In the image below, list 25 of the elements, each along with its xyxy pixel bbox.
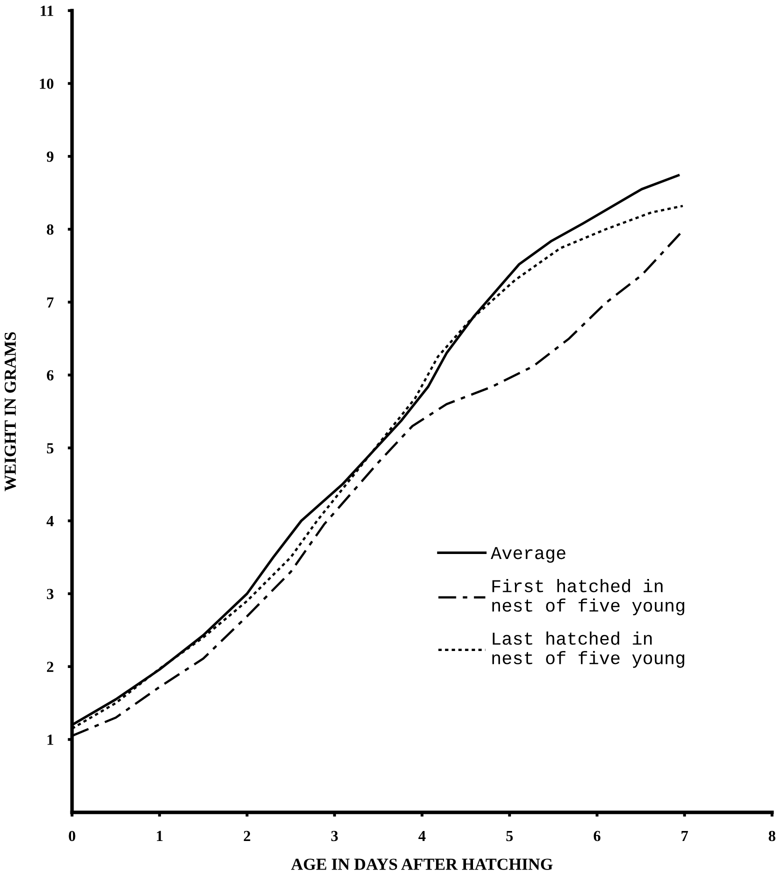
y-tick-label: 2 [46,662,54,672]
x-tick-label: 6 [594,830,600,842]
y-tick-label: 9 [46,152,54,162]
y-axis-title: WEIGHT IN GRAMS [4,332,16,492]
y-tick-label: 6 [46,370,54,380]
x-tick-label: 2 [244,830,250,842]
y-tick-label: 11 [40,6,54,16]
x-tick-label: 5 [506,831,513,842]
legend-label: Average [490,547,566,563]
y-tick-label: 7 [47,297,54,308]
y-tick-label: 8 [46,224,54,235]
x-tick-label: 1 [156,830,163,842]
x-tick-label: 0 [68,830,76,842]
x-axis-title: AGE IN DAYS AFTER HATCHING [291,858,553,870]
x-tick-label: 8 [768,830,776,842]
x-tick-label: 3 [331,830,338,842]
x-tick-label: 4 [418,830,426,842]
y-tick-label: 3 [46,588,54,600]
y-tick-label: 1 [48,734,54,745]
legend-label: Last hatched in nest of five young [492,632,684,668]
y-tick-label: 5 [46,443,54,454]
y-tick-label: 4 [46,516,54,526]
x-tick-label: 7 [682,831,688,842]
y-tick-label: 10 [40,78,54,89]
legend-label: First hatched in nest of five young [492,579,684,616]
